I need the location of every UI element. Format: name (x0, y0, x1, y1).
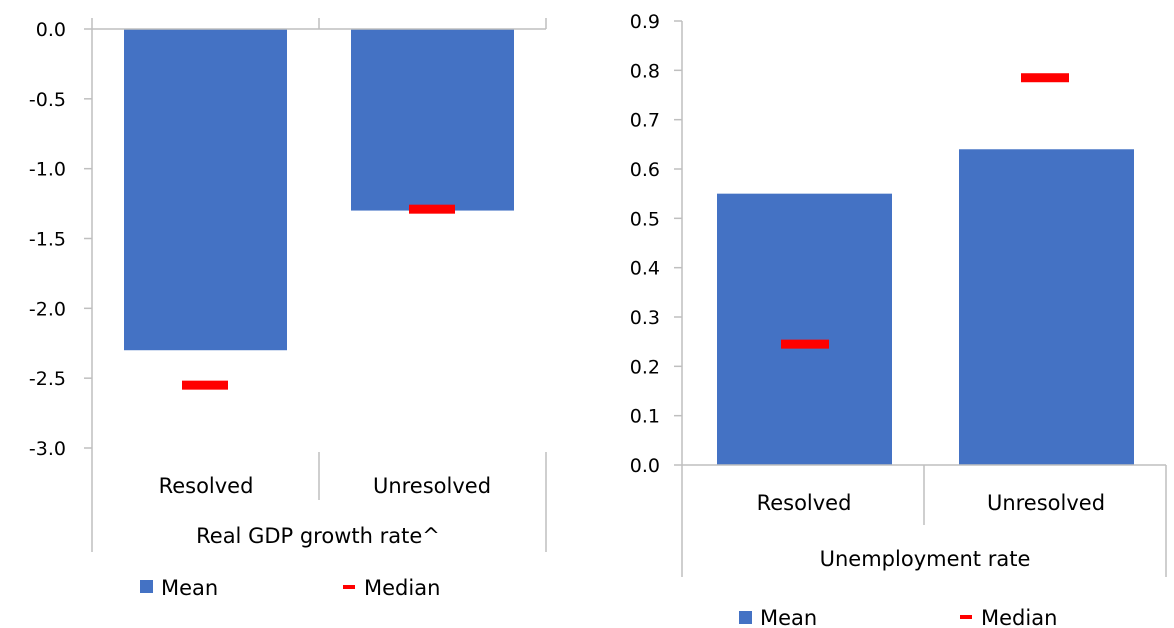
legend-mean-label: Mean (760, 606, 817, 628)
unemp-y-tick-label: 0.7 (630, 110, 660, 132)
gdp-y-tick-label: -1.0 (29, 159, 66, 181)
unemp-y-tick-label: 0.8 (630, 60, 660, 82)
gdp-category-label: Unresolved (373, 474, 491, 498)
unemp-y-tick-label: 0.6 (630, 159, 660, 181)
gdp-y-tick-label: -1.5 (29, 229, 66, 251)
gdp-category-label: Resolved (159, 474, 254, 498)
unemp-mean-bar (717, 193, 892, 465)
unemp-y-tick-label: 0.5 (630, 208, 660, 230)
gdp-y-tick-label: -3.0 (29, 438, 66, 460)
gdp-median-marker (409, 204, 455, 214)
legend-median-label: Median (364, 576, 440, 600)
legend-median-swatch (343, 585, 355, 589)
unemp-median-marker (781, 339, 829, 349)
unemp-mean-bar (959, 149, 1134, 465)
unemp-y-tick-label: 0.2 (630, 356, 660, 378)
unemp-legend: Mean Median (739, 606, 1057, 628)
legend-mean-swatch (739, 611, 752, 624)
legend-mean-swatch (140, 580, 153, 593)
unemp-median-marker (1021, 73, 1069, 83)
unemployment-chart: 0.90.80.70.60.50.40.30.20.10.0 Resolved … (630, 11, 1167, 628)
unemp-y-tick-label: 0.1 (630, 406, 660, 428)
gdp-y-tick-label: -0.5 (29, 89, 66, 111)
unemp-category-label: Resolved (757, 491, 852, 515)
gdp-y-tick-label: -2.0 (29, 298, 66, 320)
unemp-y-tick-label: 0.9 (630, 11, 660, 33)
gdp-legend: Mean Median (140, 576, 440, 600)
unemp-category-label: Unresolved (987, 491, 1105, 515)
legend-median-swatch (960, 615, 972, 619)
legend-median-label: Median (981, 606, 1057, 628)
gdp-y-tick-label: 0.0 (36, 19, 66, 41)
gdp-y-tick-label: -2.5 (29, 368, 66, 390)
legend-mean-label: Mean (161, 576, 218, 600)
gdp-chart: 0.0 -0.5 -1.0 -1.5 -2.0 -2.5 -3.0 Resolved Unr… (29, 18, 547, 600)
unemp-y-tick-label: 0.3 (630, 307, 660, 329)
gdp-median-marker (182, 380, 228, 390)
unemp-group-label: Unemployment rate (820, 547, 1031, 571)
gdp-mean-bar (124, 29, 287, 351)
gdp-mean-bar (351, 29, 514, 211)
unemp-y-tick-label: 0.0 (630, 455, 660, 477)
gdp-group-label: Real GDP growth rate^ (196, 524, 440, 548)
unemp-y-tick-label: 0.4 (630, 258, 660, 280)
